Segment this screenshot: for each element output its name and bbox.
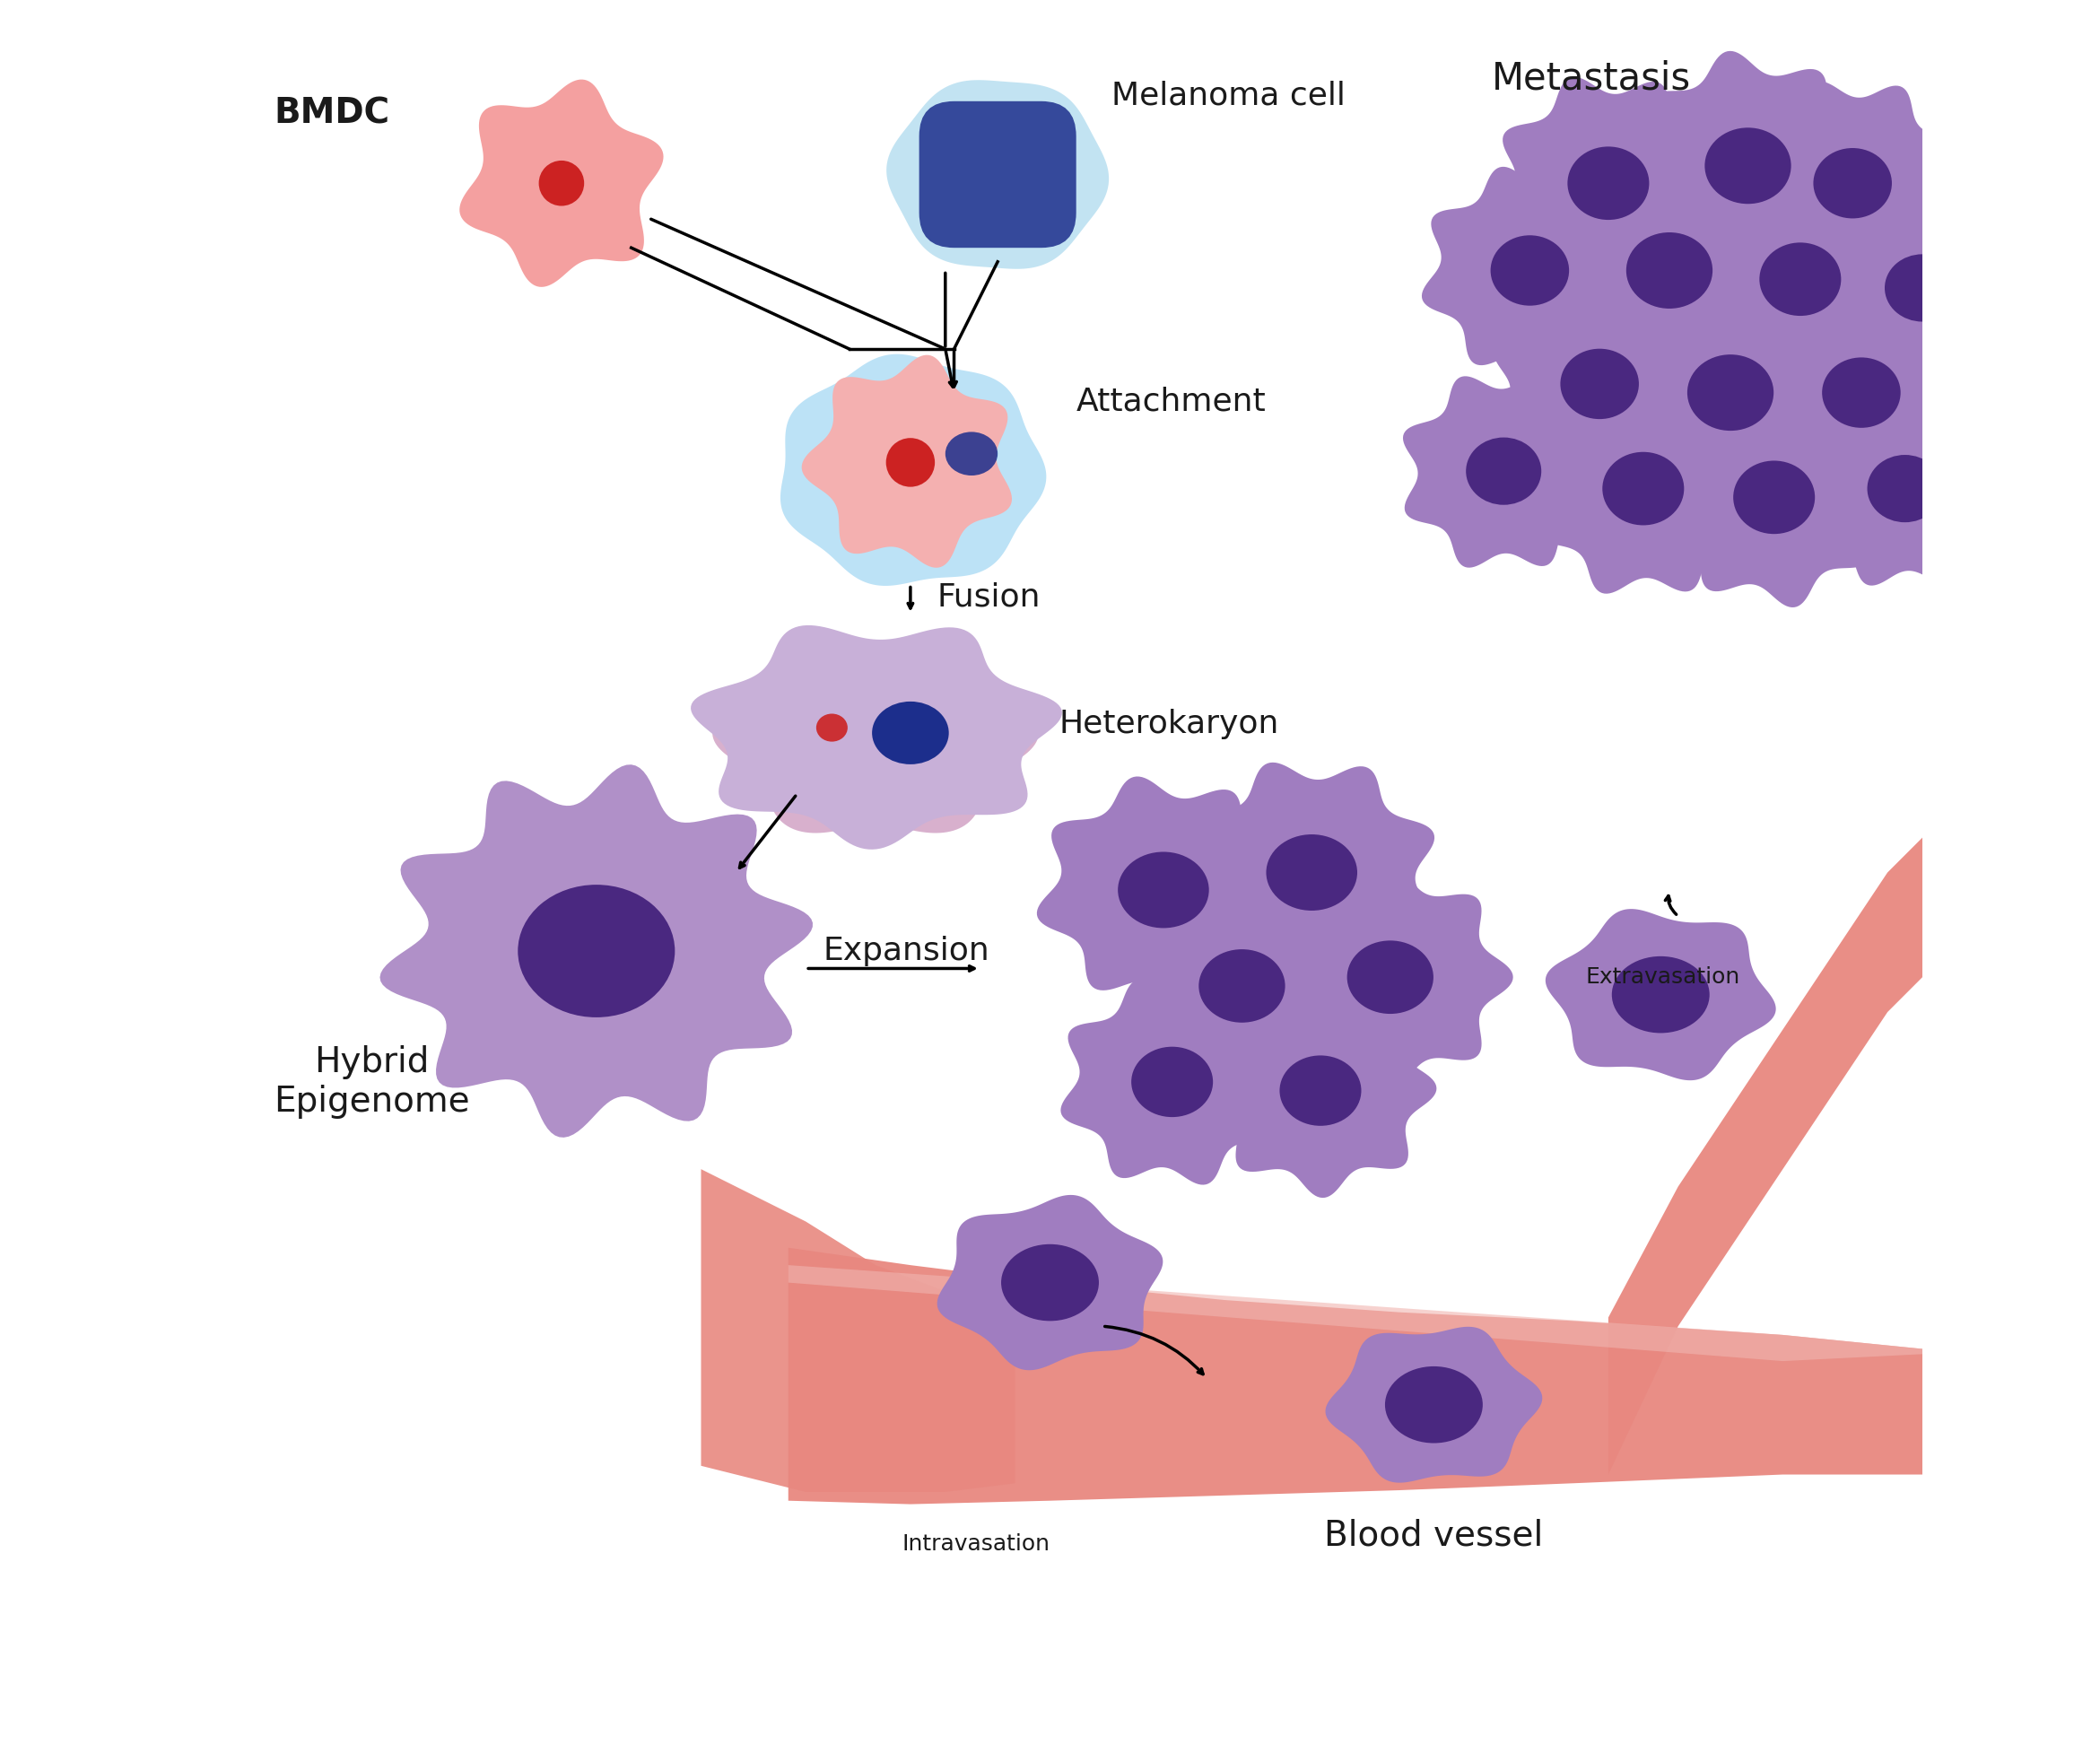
Ellipse shape: [519, 885, 674, 1017]
Polygon shape: [1546, 909, 1777, 1080]
Polygon shape: [1493, 283, 1705, 485]
Polygon shape: [691, 625, 1063, 850]
Polygon shape: [1056, 975, 1287, 1188]
Text: Intravasation: Intravasation: [901, 1534, 1050, 1555]
Text: Attachment: Attachment: [1075, 386, 1266, 417]
Polygon shape: [1628, 52, 1867, 279]
Polygon shape: [1741, 77, 1964, 290]
FancyBboxPatch shape: [920, 101, 1075, 248]
Ellipse shape: [1567, 147, 1648, 220]
Polygon shape: [1609, 803, 1957, 1475]
Polygon shape: [781, 354, 1046, 586]
Ellipse shape: [1117, 852, 1210, 928]
Polygon shape: [712, 633, 1040, 832]
Polygon shape: [1756, 291, 1966, 494]
Text: Expansion: Expansion: [823, 935, 989, 967]
Ellipse shape: [945, 431, 998, 476]
Polygon shape: [1124, 878, 1361, 1094]
Ellipse shape: [1732, 461, 1814, 534]
Ellipse shape: [1279, 1056, 1361, 1126]
Ellipse shape: [1686, 354, 1774, 431]
Ellipse shape: [1625, 232, 1714, 309]
Ellipse shape: [886, 438, 934, 487]
Polygon shape: [1273, 871, 1508, 1084]
Ellipse shape: [817, 714, 848, 742]
Text: Melanoma cell: Melanoma cell: [1111, 80, 1346, 112]
Ellipse shape: [872, 701, 949, 764]
Polygon shape: [1663, 391, 1886, 604]
Polygon shape: [701, 1169, 1014, 1492]
Ellipse shape: [540, 161, 584, 206]
Polygon shape: [380, 764, 813, 1138]
Polygon shape: [460, 80, 664, 286]
Polygon shape: [788, 1248, 1957, 1504]
Ellipse shape: [1760, 243, 1842, 316]
Ellipse shape: [1867, 455, 1943, 522]
Polygon shape: [1182, 757, 1441, 989]
Ellipse shape: [859, 426, 962, 517]
Polygon shape: [1420, 166, 1640, 375]
Polygon shape: [788, 1265, 1957, 1361]
Polygon shape: [1816, 185, 2029, 391]
Ellipse shape: [1613, 956, 1709, 1033]
Ellipse shape: [1560, 349, 1638, 419]
Ellipse shape: [1199, 949, 1285, 1023]
Ellipse shape: [1884, 255, 1959, 321]
Polygon shape: [1684, 168, 1915, 391]
Ellipse shape: [1132, 1047, 1214, 1117]
Polygon shape: [937, 1195, 1163, 1370]
Ellipse shape: [1002, 1244, 1098, 1321]
Ellipse shape: [1491, 236, 1569, 305]
Ellipse shape: [1466, 438, 1541, 504]
Polygon shape: [1208, 986, 1432, 1195]
Polygon shape: [1035, 777, 1292, 1003]
Text: Extravasation: Extravasation: [1586, 967, 1741, 988]
Polygon shape: [1798, 387, 2012, 590]
Text: Hybrid
Epigenome: Hybrid Epigenome: [273, 1045, 470, 1119]
Polygon shape: [1493, 72, 1724, 293]
Ellipse shape: [1602, 452, 1684, 525]
Ellipse shape: [1812, 148, 1892, 218]
Polygon shape: [886, 80, 1109, 269]
Text: Heterokaryon: Heterokaryon: [1058, 708, 1279, 740]
Ellipse shape: [1823, 358, 1901, 428]
Polygon shape: [1613, 281, 1848, 504]
Polygon shape: [1533, 382, 1754, 595]
Ellipse shape: [1266, 834, 1357, 911]
Ellipse shape: [1346, 941, 1434, 1014]
Text: Fusion: Fusion: [937, 581, 1040, 612]
Polygon shape: [1325, 1326, 1541, 1483]
Polygon shape: [802, 354, 1012, 567]
Text: Blood vessel: Blood vessel: [1325, 1518, 1544, 1553]
Text: Metastasis: Metastasis: [1491, 59, 1691, 98]
Ellipse shape: [1386, 1366, 1483, 1443]
Text: BMDC: BMDC: [273, 96, 388, 131]
Ellipse shape: [1705, 127, 1791, 204]
Polygon shape: [1550, 157, 1789, 384]
Polygon shape: [1401, 372, 1606, 571]
